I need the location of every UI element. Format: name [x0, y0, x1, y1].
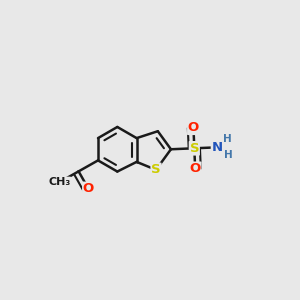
Text: N: N [212, 141, 223, 154]
Text: O: O [188, 121, 199, 134]
Text: O: O [83, 182, 94, 195]
Text: CH₃: CH₃ [48, 177, 70, 187]
Text: S: S [151, 163, 161, 176]
Text: H: H [224, 134, 232, 144]
Text: O: O [190, 162, 201, 175]
Text: H: H [224, 150, 233, 160]
Text: S: S [190, 142, 199, 155]
